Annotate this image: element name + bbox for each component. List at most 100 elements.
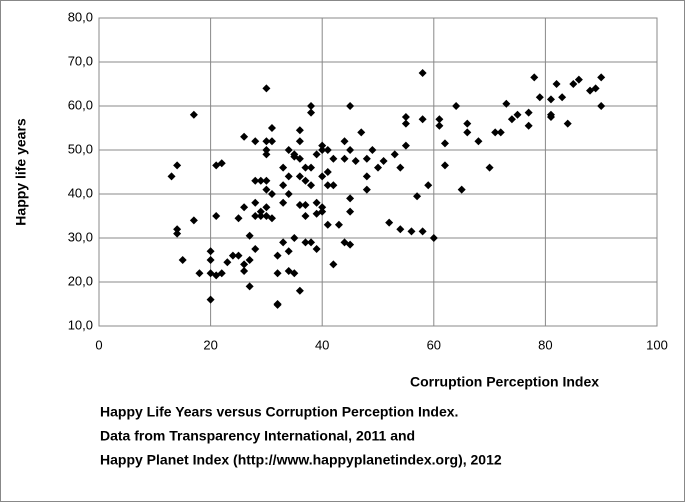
point (597, 73, 606, 82)
point (307, 163, 316, 172)
point (440, 161, 449, 170)
point (552, 80, 561, 88)
point (418, 69, 427, 77)
point (318, 172, 327, 181)
point (513, 110, 522, 119)
point (323, 181, 332, 190)
point (346, 207, 355, 216)
point (256, 176, 265, 185)
point (307, 238, 316, 247)
point (340, 137, 349, 146)
x-tick-label: 100 (646, 337, 668, 352)
point (262, 146, 271, 154)
point (307, 108, 316, 117)
x-tick-label: 20 (203, 337, 217, 352)
point (295, 126, 304, 135)
point (312, 150, 321, 159)
point (251, 176, 260, 185)
point (251, 212, 260, 220)
y-tick-label: 50,0 (68, 141, 93, 156)
point (262, 176, 271, 185)
point (435, 121, 444, 130)
point (279, 238, 288, 247)
point (284, 172, 293, 181)
x-tick-label: 60 (427, 337, 441, 352)
point (290, 269, 299, 278)
point (507, 115, 516, 124)
point (312, 198, 321, 207)
point (318, 146, 327, 154)
caption-line: Happy Life Years versus Corruption Perce… (100, 404, 458, 420)
point (251, 198, 260, 207)
point (329, 154, 338, 163)
x-tick-label: 40 (315, 337, 329, 352)
point (546, 113, 555, 121)
point (240, 260, 249, 269)
point (413, 192, 422, 201)
point (357, 128, 366, 137)
point (256, 212, 265, 220)
point (251, 245, 260, 253)
point (301, 163, 310, 172)
point (206, 256, 215, 264)
y-tick-label: 20,0 (68, 273, 93, 288)
point (563, 119, 572, 128)
point (167, 172, 176, 181)
point (295, 286, 304, 295)
point (245, 256, 254, 264)
point (217, 159, 226, 168)
point (318, 207, 327, 216)
point (574, 75, 583, 84)
point (485, 163, 494, 172)
point (234, 214, 243, 223)
y-axis-title: Happy life years (13, 118, 29, 226)
point (379, 157, 388, 165)
point (401, 113, 410, 121)
point (240, 203, 249, 212)
point (334, 220, 343, 229)
point (301, 176, 310, 185)
y-tick-label: 80,0 (68, 9, 93, 24)
point (351, 157, 360, 165)
point (267, 214, 276, 223)
point (262, 203, 271, 212)
caption-line: Happy Planet Index (http://www.happyplan… (100, 452, 502, 468)
point (546, 95, 555, 104)
point (374, 163, 382, 172)
point (323, 146, 332, 154)
point (206, 247, 215, 256)
point (284, 146, 293, 154)
point (223, 258, 232, 267)
point (262, 185, 271, 194)
point (452, 102, 461, 110)
point (401, 119, 410, 128)
point (307, 102, 316, 110)
point (189, 216, 198, 225)
point (474, 137, 483, 146)
point (295, 154, 304, 163)
point (262, 137, 271, 146)
point (312, 245, 321, 253)
point (463, 128, 472, 137)
point (435, 115, 444, 124)
point (273, 251, 282, 260)
x-axis-title: Corruption Perception Index (410, 374, 599, 390)
point (240, 267, 249, 275)
point (362, 172, 371, 181)
point (173, 161, 182, 170)
point (346, 194, 355, 203)
point (284, 190, 293, 198)
y-tick-label: 60,0 (68, 97, 93, 112)
point (234, 251, 243, 260)
point (558, 93, 567, 102)
point (189, 110, 198, 119)
point (329, 260, 338, 269)
point (267, 137, 276, 146)
point (323, 168, 332, 176)
point (279, 198, 288, 207)
point (307, 181, 316, 190)
point (418, 227, 427, 236)
point (524, 108, 533, 117)
point (178, 256, 187, 264)
